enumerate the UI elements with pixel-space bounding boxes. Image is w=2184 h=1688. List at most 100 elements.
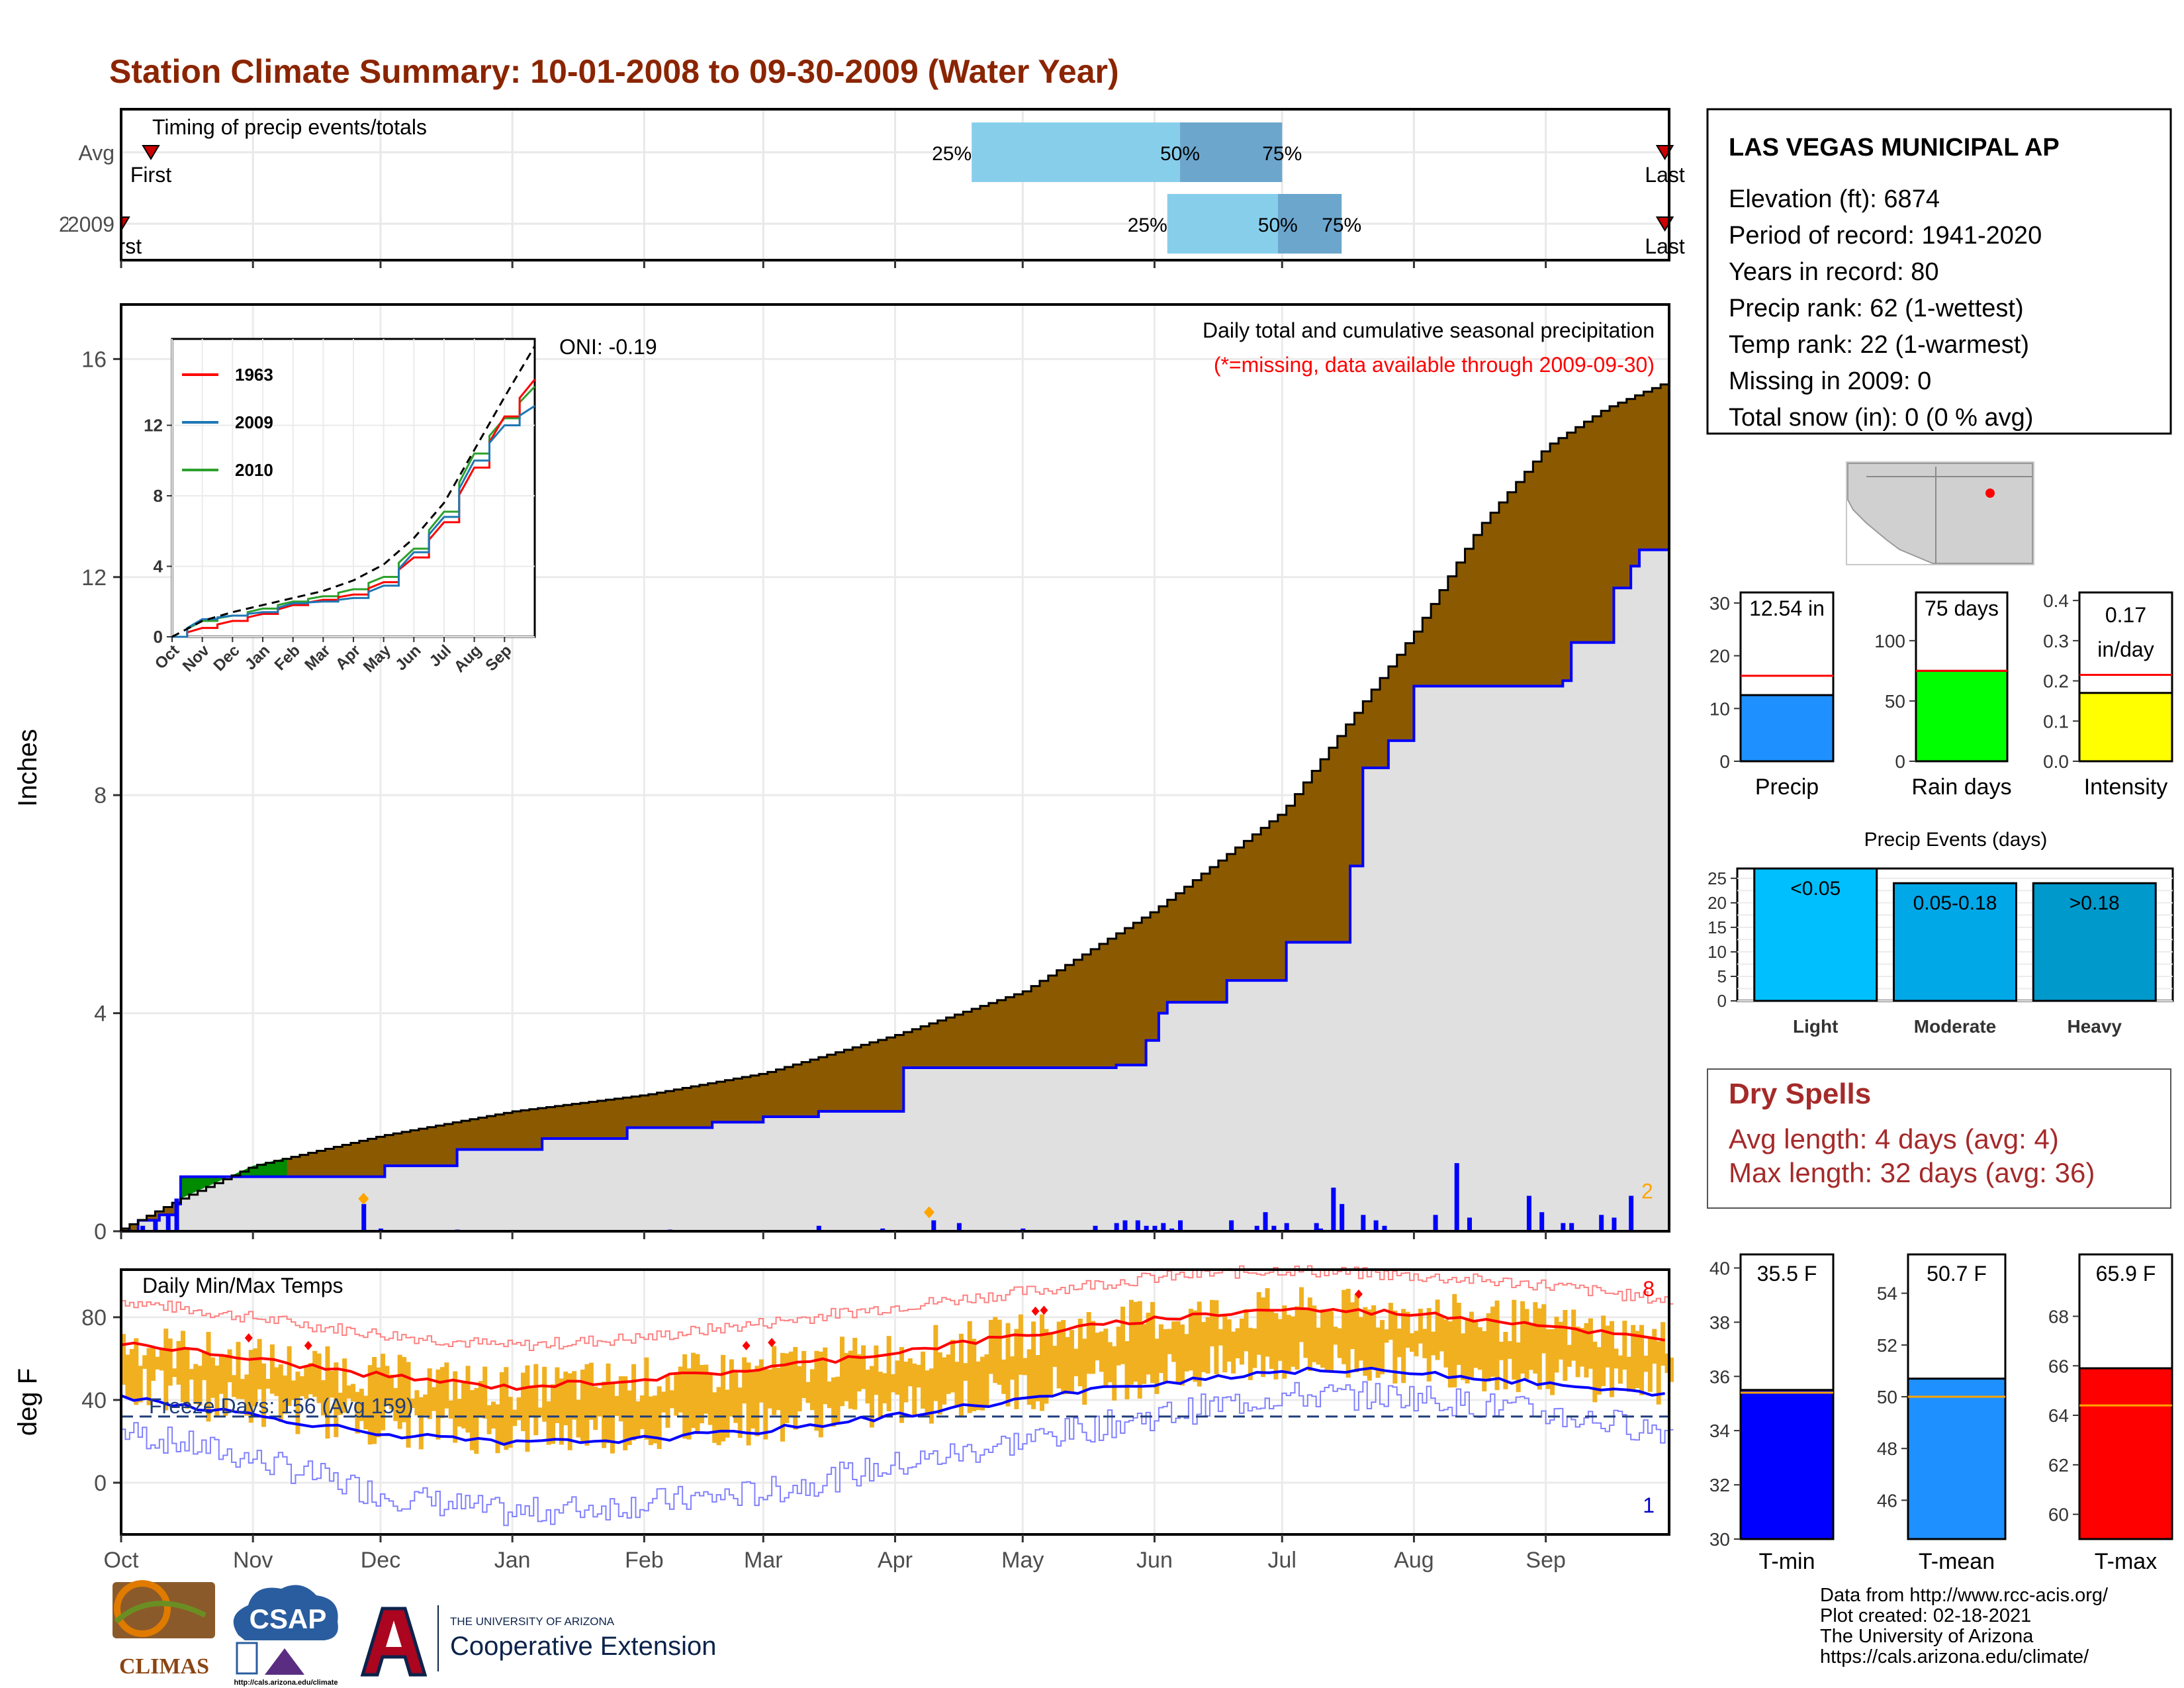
y-tick-label: 68 xyxy=(2048,1306,2069,1327)
dry-avg: Avg length: 4 days (avg: 4) xyxy=(1729,1123,2059,1154)
y-tick-label: 46 xyxy=(1877,1490,1897,1511)
daily-temp-bar xyxy=(1188,1309,1193,1371)
state-shape xyxy=(1847,463,2033,564)
temp-y-label: deg F xyxy=(13,1368,42,1436)
daily-temp-bar xyxy=(406,1362,411,1448)
daily-temp-bar xyxy=(665,1376,670,1428)
daily-precip-bar xyxy=(1561,1223,1566,1231)
daily-precip-bar xyxy=(1152,1225,1158,1231)
daily-temp-bar xyxy=(597,1387,602,1417)
daily-temp-bar xyxy=(1154,1338,1160,1394)
daily-precip-bar xyxy=(1539,1212,1545,1231)
y-tick-label: 0 xyxy=(1719,751,1730,772)
daily-temp-bar xyxy=(848,1350,853,1409)
daily-temp-bar xyxy=(780,1352,786,1442)
credit-line: Plot created: 02-18-2021 xyxy=(1820,1605,2032,1626)
daily-temp-bar xyxy=(1273,1313,1279,1380)
y-tick-label: 50 xyxy=(1877,1387,1897,1407)
daily-temp-bar xyxy=(1312,1305,1317,1362)
daily-temp-bar xyxy=(125,1354,130,1399)
daily-temp-bar xyxy=(793,1346,798,1430)
legend-label: 1963 xyxy=(235,365,273,385)
station-frame xyxy=(1706,108,2172,435)
credit-line: https://cals.arizona.edu/climate/ xyxy=(1820,1646,2089,1667)
timing-panel: 25%50%75%FirstLastAvg25%50%75%FirstLast2… xyxy=(59,108,1685,268)
daily-temp-bar xyxy=(1082,1338,1087,1405)
y-tick-label: 0.4 xyxy=(2043,590,2069,611)
daily-temp-bar xyxy=(1120,1306,1126,1364)
daily-temp-bar xyxy=(393,1387,398,1421)
mini-bar-precip xyxy=(1739,694,1835,763)
daily-temp-bar xyxy=(1664,1353,1670,1374)
pct-label: 50% xyxy=(1160,143,1200,165)
daily-temp-bar xyxy=(283,1375,288,1414)
daily-temp-bar xyxy=(486,1405,492,1434)
tbar-label: T-mean xyxy=(1919,1549,1995,1574)
record-marker xyxy=(1031,1306,1040,1316)
daily-temp-bar xyxy=(555,1367,560,1423)
daily-temp-bar xyxy=(414,1390,420,1416)
daily-temp-bar xyxy=(1023,1358,1028,1376)
y-tick-label: 50 xyxy=(1885,691,1905,712)
cloud-icon xyxy=(233,1585,338,1640)
mini-bar-rain-days xyxy=(1915,669,2009,763)
daily-temp-bar xyxy=(542,1366,547,1422)
month-label: Jan xyxy=(494,1548,531,1573)
temp-title: Daily Min/Max Temps xyxy=(142,1274,343,1297)
daily-temp-bar xyxy=(1163,1329,1168,1383)
record-marker xyxy=(304,1340,312,1350)
daily-temp-bar xyxy=(1354,1294,1359,1372)
daily-temp-bar xyxy=(758,1359,764,1403)
daily-temp-bar xyxy=(984,1354,989,1406)
daily-temp-bar xyxy=(1414,1331,1419,1356)
station-location xyxy=(1985,489,1995,498)
daily-temp-bar xyxy=(567,1373,572,1450)
daily-temp-bar xyxy=(933,1325,938,1401)
daily-temp-bar xyxy=(1175,1321,1181,1385)
daily-temp-bar xyxy=(1124,1341,1130,1399)
daily-temp-bar xyxy=(551,1384,556,1444)
daily-temp-bar xyxy=(261,1363,267,1427)
daily-precip-bar xyxy=(1122,1220,1128,1231)
daily-temp-bar xyxy=(988,1319,993,1374)
daily-temp-bar xyxy=(751,1370,756,1429)
record-low-count: 1 xyxy=(1643,1493,1655,1517)
daily-temp-bar xyxy=(1286,1315,1291,1374)
inset-y-tick: 4 xyxy=(154,556,163,576)
daily-temp-bar xyxy=(763,1369,768,1440)
events-title: Precip Events (days) xyxy=(1864,829,2048,851)
daily-precip-bar xyxy=(1454,1163,1459,1231)
daily-temp-bar xyxy=(418,1397,424,1450)
daily-temp-bar xyxy=(1656,1341,1661,1405)
daily-temp-bar xyxy=(1158,1324,1163,1374)
daily-temp-bar xyxy=(1380,1320,1385,1375)
daily-temp-bar xyxy=(257,1338,262,1389)
daily-temp-bar xyxy=(721,1354,726,1442)
daily-temp-bar xyxy=(512,1409,518,1427)
daily-temp-bar xyxy=(210,1357,215,1398)
daily-temp-bar xyxy=(1524,1309,1529,1380)
daily-precip-bar xyxy=(1382,1225,1387,1231)
daily-temp-bar xyxy=(754,1366,760,1436)
daily-temp-bar xyxy=(1410,1333,1415,1352)
daily-precip-bar xyxy=(956,1223,962,1231)
event-range: >0.18 xyxy=(2070,892,2120,914)
daily-temp-bar xyxy=(691,1352,696,1429)
daily-temp-bar xyxy=(1571,1309,1576,1361)
daily-temp-bar xyxy=(269,1344,275,1394)
daily-temp-bar xyxy=(185,1349,190,1409)
daily-temp-bar xyxy=(997,1319,1002,1385)
station-line: Missing in 2009: 0 xyxy=(1729,367,1931,395)
daily-precip-bar xyxy=(1318,1228,1324,1231)
daily-temp-bar xyxy=(1031,1321,1036,1409)
daily-temp-bar xyxy=(835,1376,841,1425)
daily-precip-bar xyxy=(1021,1228,1026,1231)
daily-precip-bar xyxy=(1373,1220,1379,1231)
precip-title: Daily total and cumulative seasonal prec… xyxy=(1203,318,1655,342)
pct-label: 75% xyxy=(1322,214,1361,236)
daily-temp-bar xyxy=(784,1353,790,1423)
daily-temp-bar xyxy=(159,1348,164,1371)
daily-temp-bar xyxy=(214,1365,220,1417)
daily-precip-bar xyxy=(1229,1220,1234,1231)
daily-temp-bar xyxy=(312,1350,318,1397)
